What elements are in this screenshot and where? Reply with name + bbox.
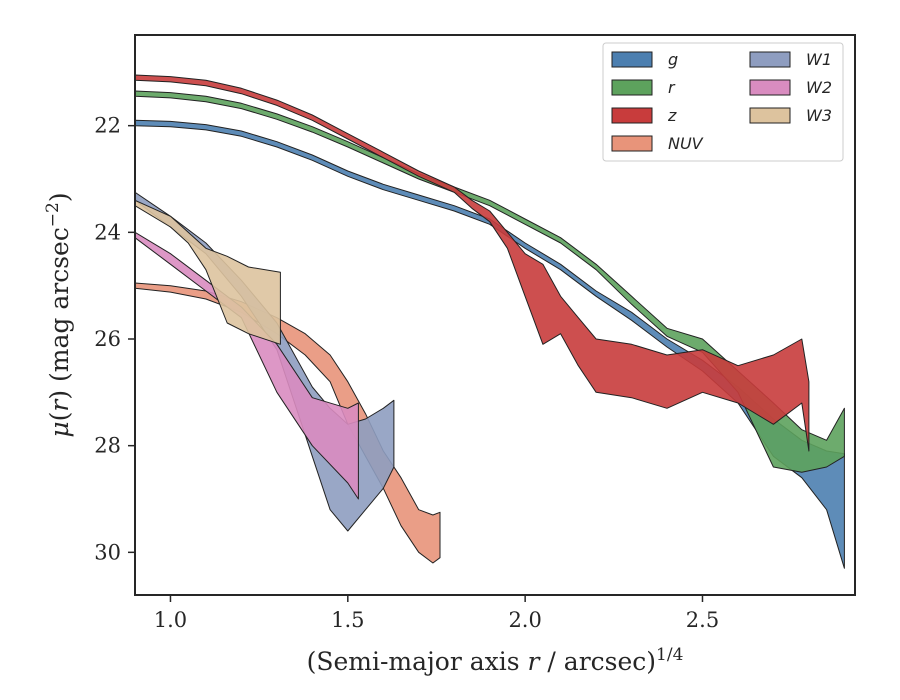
y-axis: 22 24 26 28 30	[94, 114, 135, 564]
series-layer	[135, 74, 845, 569]
legend-box	[602, 42, 844, 162]
legend-swatch-w1	[749, 51, 791, 68]
y-tick-label: 30	[94, 540, 121, 564]
legend-swatch-w3	[749, 107, 791, 124]
y-axis-label-r: r	[45, 398, 74, 412]
x-axis-label: (Semi-major axis r / arcsec)1/4	[307, 645, 684, 676]
x-tick-label: 2.0	[508, 608, 541, 632]
series-band-g	[135, 119, 845, 569]
legend-label-g: g	[668, 50, 678, 69]
x-tick-label: 2.5	[686, 608, 719, 632]
y-axis-label-close: )	[45, 192, 74, 202]
y-tick-label: 28	[94, 434, 121, 458]
plot-frame	[134, 34, 856, 596]
x-axis-label-r: r	[528, 647, 542, 676]
y-axis-label-mu: μ	[45, 421, 74, 437]
legend-swatch-r	[611, 79, 653, 96]
legend-label-z: z	[667, 106, 677, 125]
y-axis-label-exponent: −2	[43, 202, 63, 227]
y-axis-label-rest: ) (mag arcsec	[45, 227, 74, 400]
y-tick-label: 26	[94, 327, 121, 351]
y-tick-label: 22	[94, 114, 121, 138]
series-band-z	[135, 74, 810, 452]
x-axis-label-main: (Semi-major axis	[307, 647, 528, 676]
legend-label-w2: W2	[806, 78, 832, 97]
legend-swatch-w2	[749, 79, 791, 96]
legend-swatch-nuv	[611, 135, 653, 152]
y-axis-label: μ(r) (mag arcsec−2)	[43, 192, 74, 437]
legend-label-w1: W1	[806, 50, 832, 69]
y-axis-label-paren: (	[45, 412, 74, 422]
legend-swatch-g	[611, 51, 653, 68]
x-axis: 1.0 1.5 2.0 2.5	[154, 595, 719, 632]
x-tick-label: 1.0	[154, 608, 187, 632]
legend-label-nuv: NUV	[668, 134, 704, 153]
x-axis-label-rest: / arcsec)	[539, 647, 656, 676]
legend-label-r: r	[668, 78, 676, 97]
y-tick-label: 24	[94, 220, 121, 244]
legend-label-w3: W3	[806, 106, 832, 125]
x-tick-label: 1.5	[331, 608, 364, 632]
series-band-w3	[135, 199, 281, 345]
legend: grz NUV W1 W2 W3	[602, 42, 844, 162]
x-axis-label-exponent: 1/4	[656, 645, 683, 665]
legend-swatch-z	[611, 107, 653, 124]
